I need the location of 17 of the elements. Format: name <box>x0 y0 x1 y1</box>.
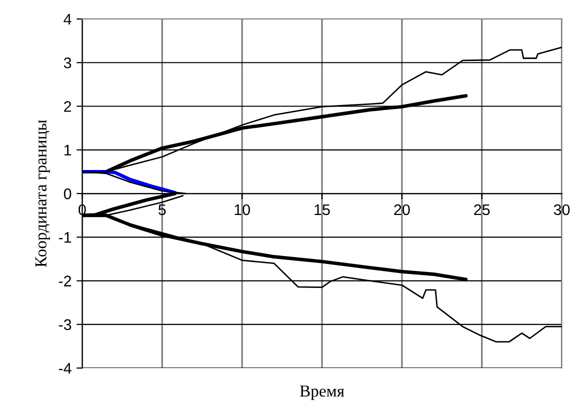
x-tick-label: 20 <box>394 204 410 216</box>
y-tick-label: 2 <box>64 101 72 112</box>
x-tick-label: 25 <box>474 204 490 216</box>
x-tick-label: 10 <box>234 204 250 216</box>
y-tick-label: 3 <box>64 57 72 68</box>
y-tick-label: -4 <box>58 363 72 374</box>
x-tick-label: 5 <box>158 204 166 216</box>
y-tick-label: -2 <box>58 276 72 286</box>
x-tick-label: 30 <box>554 204 570 216</box>
y-tick-label: 1 <box>64 144 72 156</box>
x-tick-label: 15 <box>314 204 330 216</box>
y-tick-label: 4 <box>64 14 72 25</box>
y-tick-label: -3 <box>58 319 72 330</box>
y-tick-label: 0 <box>64 188 72 200</box>
x-axis-title: Время <box>300 386 344 400</box>
y-axis-title: Координата границы <box>35 120 50 267</box>
y-tick-label: -1 <box>58 232 72 243</box>
